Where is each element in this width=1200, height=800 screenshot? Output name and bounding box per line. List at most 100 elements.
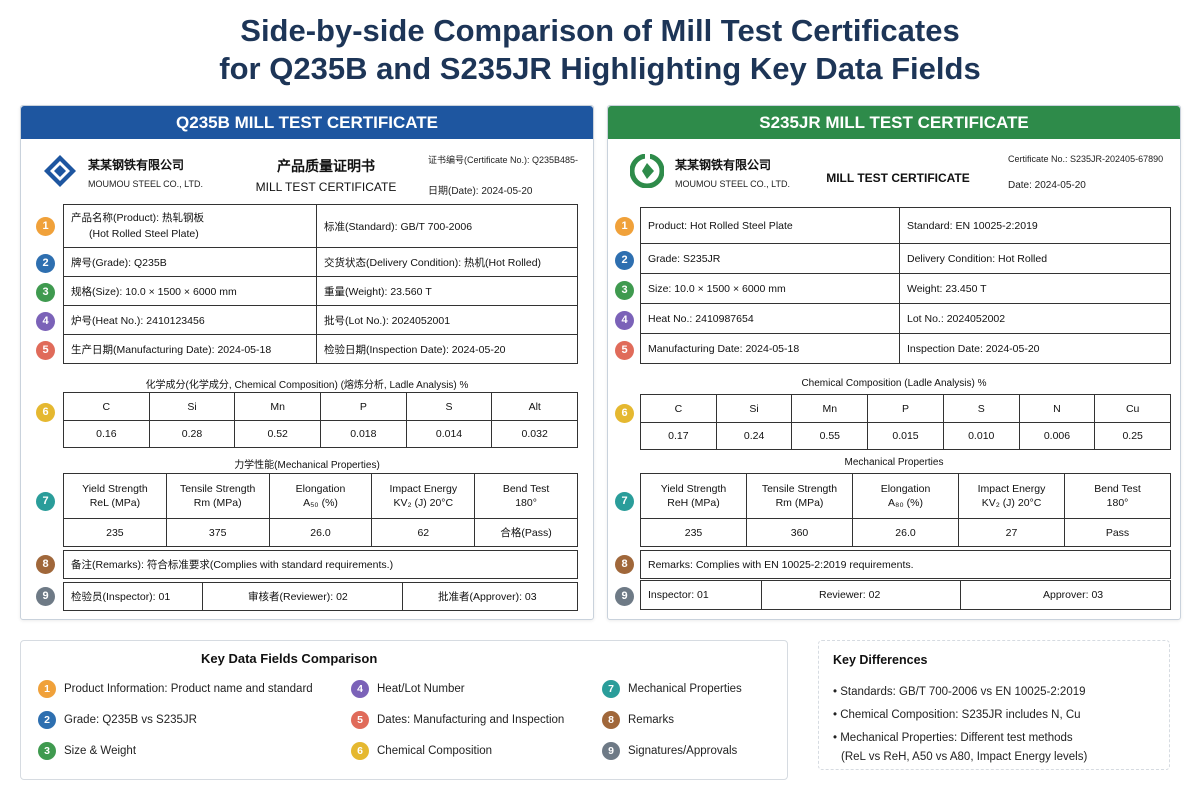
badge-4: 4 xyxy=(351,680,369,698)
badge-1: 1 xyxy=(38,680,56,698)
remarks: 备注(Remarks): 符合标准要求(Complies with standa… xyxy=(71,559,394,571)
mech-header-tensile: Tensile Strength Rm (MPa) xyxy=(165,474,269,518)
mech-value-elongation: 26.0 xyxy=(268,519,372,546)
reviewer: 审核者(Reviewer): 02 xyxy=(202,583,402,610)
chem-value-si: 0.28 xyxy=(148,421,235,447)
chem-header-s: S xyxy=(405,393,492,420)
certificate-date: 日期(Date): 2024-05-20 xyxy=(428,186,533,197)
mech-header-bend: Bend Test 180° xyxy=(474,474,577,518)
badge-9: 9 xyxy=(36,587,55,606)
badge-7: 7 xyxy=(36,492,55,511)
chem-value-si: 0.24 xyxy=(715,423,792,449)
chem-header-mn: Mn xyxy=(234,393,320,420)
grade: Grade: S235JR xyxy=(648,252,721,265)
approver: Approver: 03 xyxy=(960,581,1170,609)
q235b-signatures-row: 检验员(Inspector): 01 审核者(Reviewer): 02 批准者… xyxy=(63,582,578,611)
badge-4: 4 xyxy=(36,312,55,331)
chemical-header-row: C Si Mn P S Alt xyxy=(64,393,577,420)
legend-label-9: Signatures/Approvals xyxy=(628,745,738,757)
lot-number: 批号(Lot No.): 2024052001 xyxy=(316,306,577,334)
badge-8: 8 xyxy=(602,711,620,729)
mech-header-tensile: Tensile Strength Rm (MPa) xyxy=(746,474,852,518)
mech-value-yield: 235 xyxy=(684,526,703,539)
document-title-en: MILL TEST CERTIFICATE xyxy=(255,180,397,194)
badge-1: 1 xyxy=(615,217,634,236)
document-title-cn: 产品质量证明书 xyxy=(277,158,375,174)
document-title-en: MILL TEST CERTIFICATE xyxy=(826,171,970,185)
key-data-fields-panel: Key Data Fields Comparison 1 Product Inf… xyxy=(20,640,788,780)
mechanical-header-row: Yield Strength ReL (MPa) Tensile Strength… xyxy=(64,474,577,518)
difference-item-mechanical: • Mechanical Properties: Different test … xyxy=(833,732,1073,744)
chem-value-s: 0.014 xyxy=(405,421,492,447)
q235b-certificate-header: Q235B MILL TEST CERTIFICATE xyxy=(21,106,593,139)
chem-header-n: N xyxy=(1018,395,1095,422)
q235b-size-row: 规格(Size): 10.0 × 1500 × 6000 mm 重量(Weigh… xyxy=(63,277,578,306)
q235b-certificate: Q235B MILL TEST CERTIFICATE 某某钢铁有限公司 MOU… xyxy=(20,105,594,620)
badge-8: 8 xyxy=(615,555,634,574)
chem-value-n: 0.006 xyxy=(1018,423,1095,449)
mech-header-elongation: Elongation A₈₀ (%) xyxy=(852,474,958,518)
s235jr-remarks-row: Remarks: Complies with EN 10025-2:2019 r… xyxy=(640,550,1171,579)
badge-2: 2 xyxy=(615,251,634,270)
s235jr-document-title: MILL TEST CERTIFICATE xyxy=(813,167,983,185)
badge-7: 7 xyxy=(602,680,620,698)
badge-8: 8 xyxy=(36,555,55,574)
manufacturing-date: Manufacturing Date: 2024-05-18 xyxy=(648,342,800,355)
chem-header-c: C xyxy=(102,400,111,413)
certificate-number: Certificate No.: S235JR-202405-67890 xyxy=(1008,154,1164,164)
mech-value-yield: 235 xyxy=(106,526,124,539)
legend-item-4: 4 Heat/Lot Number xyxy=(351,680,465,698)
mech-value-tensile: 360 xyxy=(746,519,852,546)
badge-3: 3 xyxy=(615,281,634,300)
mechanical-header-row: Yield Strength ReH (MPa) Tensile Strength… xyxy=(641,474,1170,518)
chemical-header-row: C Si Mn P S N Cu xyxy=(641,395,1170,422)
lot-number: Lot No.: 2024052002 xyxy=(899,304,1170,333)
legend-item-9: 9 Signatures/Approvals xyxy=(602,742,737,760)
legend-label-4: Heat/Lot Number xyxy=(377,683,465,695)
circle-logo-icon xyxy=(630,154,664,188)
manufacturing-date: 生产日期(Manufacturing Date): 2024-05-18 xyxy=(71,343,272,356)
mech-header-yield: Yield Strength ReL (MPa) xyxy=(82,483,148,509)
badge-9: 9 xyxy=(602,742,620,760)
badge-5: 5 xyxy=(351,711,369,729)
badge-3: 3 xyxy=(38,742,56,760)
mechanical-properties-title: Mechanical Properties xyxy=(844,457,944,468)
q235b-mechanical-table: Yield Strength ReL (MPa) Tensile Strength… xyxy=(63,473,578,547)
product: Product: Hot Rolled Steel Plate xyxy=(648,219,793,232)
chemical-composition-title: Chemical Composition (Ladle Analysis) % xyxy=(801,378,987,389)
chem-header-mn: Mn xyxy=(791,395,867,422)
key-differences-list: • Standards: GB/T 700-2006 vs EN 10025-2… xyxy=(833,681,1087,764)
legend-label-1: Product Information: Product name and st… xyxy=(64,683,313,695)
chem-header-p: P xyxy=(867,395,943,422)
chem-value-cu: 0.25 xyxy=(1094,423,1170,449)
chem-value-c: 0.17 xyxy=(668,430,689,442)
q235b-product-row: 产品名称(Product): 热轧钢板 (Hot Rolled Steel Pl… xyxy=(63,204,578,248)
chem-header-cu: Cu xyxy=(1094,395,1170,422)
difference-item-mechanical-detail: (ReL vs ReH, A50 vs A80, Impact Energy l… xyxy=(841,751,1088,763)
inspector: 检验员(Inspector): 01 xyxy=(71,591,171,603)
standard: Standard: EN 10025-2:2019 xyxy=(899,208,1170,243)
chemical-composition-title: 化学成分(化学成分, Chemical Composition) (熔炼分析, … xyxy=(145,380,469,391)
heat-number: Heat No.: 2410987654 xyxy=(648,312,754,325)
legend-item-7: 7 Mechanical Properties xyxy=(602,680,742,698)
heat-number: 炉号(Heat No.): 2410123456 xyxy=(71,314,205,327)
q235b-dates-row: 生产日期(Manufacturing Date): 2024-05-18 检验日… xyxy=(63,335,578,364)
badge-5: 5 xyxy=(615,341,634,360)
badge-6: 6 xyxy=(36,403,55,422)
legend-label-3: Size & Weight xyxy=(64,745,137,757)
badge-4: 4 xyxy=(615,311,634,330)
delivery-condition: 交货状态(Delivery Condition): 热机(Hot Rolled) xyxy=(316,248,577,276)
mech-value-bend: Pass xyxy=(1064,519,1170,546)
company-name-en: MOUMOU STEEL CO., LTD. xyxy=(675,179,791,189)
product-value: (Hot Rolled Steel Plate) xyxy=(89,228,199,240)
mech-value-bend: 合格(Pass) xyxy=(474,519,577,546)
chem-header-c: C xyxy=(674,402,683,415)
legend-item-8: 8 Remarks xyxy=(602,711,674,729)
q235b-certificate-info: 证书编号(Certificate No.): Q235B485- 日期(Date… xyxy=(428,153,578,213)
legend-item-3: 3 Size & Weight xyxy=(38,742,136,760)
weight: 重量(Weight): 23.560 T xyxy=(316,277,577,305)
s235jr-product-row: Product: Hot Rolled Steel Plate Standard… xyxy=(640,207,1171,244)
legend-label-6: Chemical Composition xyxy=(377,745,493,757)
chem-header-si: Si xyxy=(148,393,235,420)
company-name-cn: 某某钢铁有限公司 xyxy=(88,158,185,172)
